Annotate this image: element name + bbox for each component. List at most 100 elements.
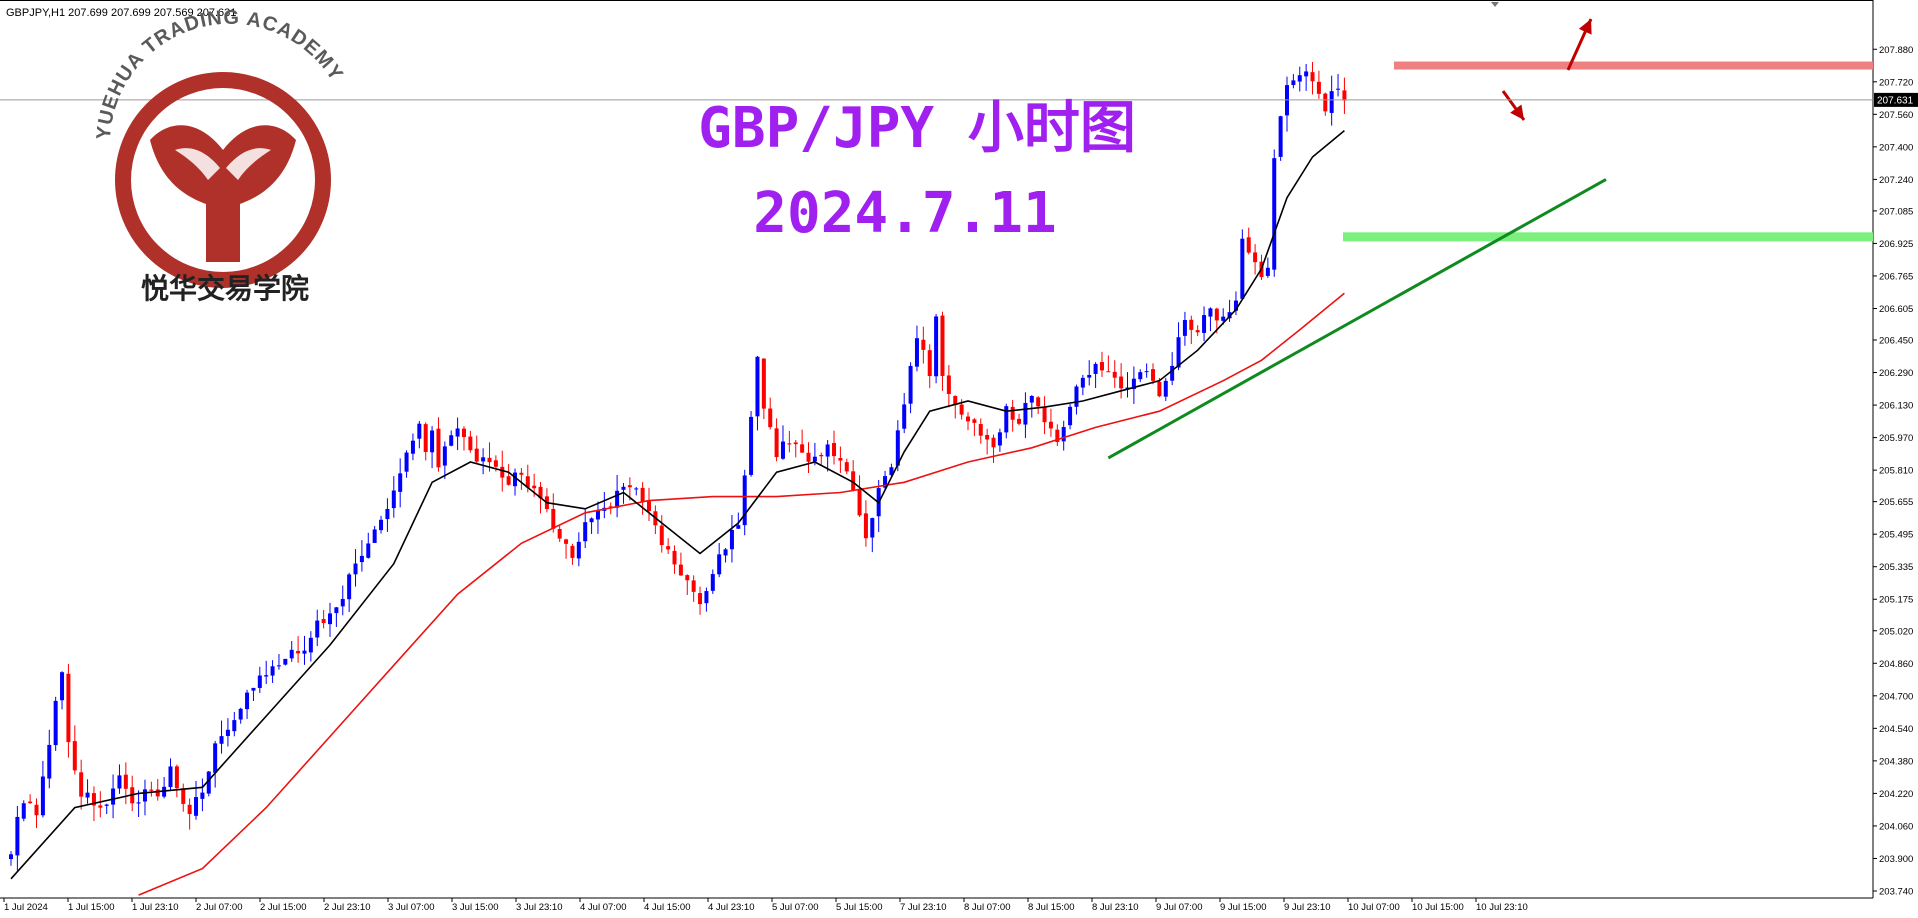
price-tick-label: 206.605 <box>1879 304 1913 315</box>
candle <box>85 779 90 804</box>
candle <box>742 469 747 536</box>
candle <box>168 758 173 791</box>
candle <box>104 803 109 815</box>
candle <box>1080 374 1085 396</box>
price-tick: 204.220 <box>1873 789 1913 800</box>
candle <box>270 660 275 683</box>
candle <box>1004 403 1009 439</box>
chart-date: 2024.7.11 <box>753 181 1056 246</box>
candle <box>991 434 996 464</box>
candle <box>1029 395 1034 418</box>
logo-emblem-icon <box>150 125 296 262</box>
candle <box>832 430 837 465</box>
candle <box>219 720 224 754</box>
candle <box>698 586 703 615</box>
candle <box>353 549 358 587</box>
candle <box>296 636 301 663</box>
candle <box>895 420 900 472</box>
candle <box>136 790 141 817</box>
candle <box>1048 408 1053 437</box>
candle <box>474 435 479 465</box>
time-tick-label: 9 Jul 15:00 <box>1220 902 1266 913</box>
price-tick: 206.290 <box>1873 368 1913 379</box>
candle <box>1138 369 1143 383</box>
candle <box>174 764 179 798</box>
price-tick: 204.700 <box>1873 691 1913 702</box>
price-tick: 206.925 <box>1873 239 1913 250</box>
logo-bottom-text: 悦华交易学院 <box>141 272 309 305</box>
candle <box>47 729 52 789</box>
candle <box>391 476 396 518</box>
time-tick-label: 10 Jul 15:00 <box>1412 902 1464 913</box>
candle <box>1233 291 1238 316</box>
candle <box>863 500 868 547</box>
candle <box>423 422 428 461</box>
current-price-box <box>1874 92 1918 107</box>
candle <box>519 468 524 490</box>
time-tick: 1 Jul 15:00 <box>67 898 114 913</box>
price-tick-label: 205.175 <box>1879 595 1913 606</box>
time-tick: 5 Jul 15:00 <box>835 898 882 913</box>
candle <box>430 426 435 469</box>
time-tick-label: 9 Jul 23:10 <box>1284 902 1330 913</box>
price-tick: 207.720 <box>1873 77 1913 88</box>
candle <box>1189 315 1194 344</box>
price-tick: 205.810 <box>1873 466 1913 477</box>
candle <box>1272 149 1277 277</box>
time-tick-label: 8 Jul 15:00 <box>1028 902 1074 913</box>
candle <box>1329 75 1334 126</box>
candle <box>302 635 307 665</box>
candle <box>672 545 677 574</box>
candle <box>506 464 511 486</box>
price-tick: 207.240 <box>1873 175 1913 186</box>
price-tick: 203.900 <box>1873 854 1913 865</box>
candle <box>1074 384 1079 415</box>
candle <box>787 430 792 453</box>
candle <box>359 540 364 572</box>
price-tick-label: 205.970 <box>1879 433 1913 444</box>
candle <box>1336 73 1341 97</box>
price-tick: 205.335 <box>1873 562 1913 573</box>
candle <box>117 764 122 794</box>
candle <box>819 452 824 466</box>
price-tick-label: 205.020 <box>1879 626 1913 637</box>
candle <box>704 587 709 612</box>
time-tick: 4 Jul 07:00 <box>579 898 626 913</box>
price-tick-label: 205.495 <box>1879 530 1913 541</box>
candle <box>1163 377 1168 401</box>
candle <box>206 770 211 797</box>
candle <box>1182 311 1187 346</box>
price-tick-label: 203.900 <box>1879 854 1913 865</box>
candle <box>442 441 447 479</box>
candle <box>825 439 830 472</box>
moving-averages <box>10 129 1345 896</box>
candle <box>838 446 843 473</box>
price-tick-label: 205.335 <box>1879 562 1913 573</box>
candles <box>9 61 1347 871</box>
candle <box>685 574 690 595</box>
candle <box>946 365 951 408</box>
candle <box>570 543 575 565</box>
time-tick: 10 Jul 23:10 <box>1475 898 1528 913</box>
price-tick: 203.740 <box>1873 887 1913 898</box>
candle <box>213 740 218 788</box>
candle <box>66 663 71 758</box>
candle <box>79 759 84 810</box>
candle <box>513 468 518 496</box>
candle <box>589 517 594 534</box>
candle <box>34 798 39 829</box>
time-tick: 1 Jul 2024 <box>3 898 48 913</box>
time-tick: 8 Jul 07:00 <box>963 898 1010 913</box>
price-tick-label: 207.560 <box>1879 110 1913 121</box>
candle <box>232 711 237 737</box>
candle <box>710 569 715 594</box>
candle <box>276 653 281 670</box>
candle <box>1304 63 1309 91</box>
time-tick: 2 Jul 23:10 <box>323 898 370 913</box>
time-tick: 9 Jul 23:10 <box>1283 898 1330 913</box>
candle <box>934 313 939 384</box>
time-tick-label: 5 Jul 07:00 <box>772 902 818 913</box>
price-tick: 207.880 <box>1873 45 1913 56</box>
scroll-marker-icon[interactable] <box>1491 2 1499 7</box>
